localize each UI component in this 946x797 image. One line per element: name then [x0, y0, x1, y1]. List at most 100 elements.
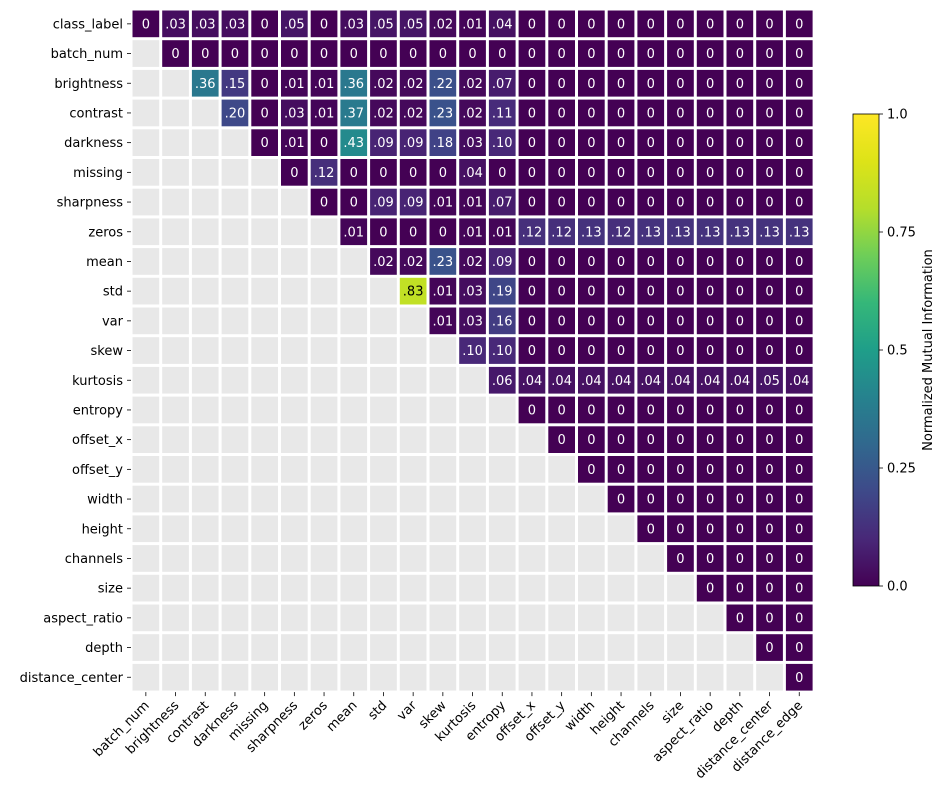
empty-cell	[251, 545, 278, 572]
heatmap-cell	[637, 396, 665, 424]
empty-cell	[488, 604, 516, 632]
cell-value-label: 0	[498, 166, 506, 181]
heatmap-cell	[667, 188, 694, 216]
heatmap-cell	[607, 248, 635, 275]
empty-cell	[459, 515, 486, 543]
row-label: darkness	[64, 136, 123, 151]
heatmap-cell	[756, 515, 783, 543]
heatmap-cell	[429, 277, 457, 305]
empty-cell	[162, 426, 189, 453]
empty-cell	[251, 337, 278, 364]
empty-cell	[637, 604, 665, 632]
heatmap-cell	[340, 99, 368, 127]
heatmap-cell	[696, 485, 724, 513]
empty-cell	[399, 663, 427, 691]
heatmap-cell	[785, 40, 813, 67]
empty-cell	[251, 426, 278, 453]
heatmap-cell	[221, 69, 249, 97]
empty-cell	[162, 337, 189, 364]
heatmap-cell	[756, 10, 783, 38]
heatmap-cell	[429, 159, 457, 186]
colorbar-tick-label: 0.5	[887, 344, 908, 359]
cell-value-label: 0	[647, 255, 655, 270]
cell-value-label: 0	[706, 463, 714, 478]
cell-value-label: 0	[706, 285, 714, 300]
empty-cell	[340, 396, 368, 424]
heatmap-cell	[548, 277, 575, 305]
heatmap-cell	[370, 159, 397, 186]
cell-value-label: 0	[795, 493, 803, 508]
empty-cell	[281, 485, 308, 513]
heatmap-cell	[310, 10, 338, 38]
empty-cell	[459, 574, 486, 602]
empty-cell	[162, 69, 189, 97]
empty-cell	[191, 307, 219, 335]
heatmap-cell	[785, 545, 813, 572]
cell-value-label: 0	[647, 77, 655, 92]
empty-cell	[281, 604, 308, 632]
cell-value-label: 0	[706, 582, 714, 597]
cell-value-label: 0	[647, 285, 655, 300]
cell-value-label: .05	[759, 374, 780, 389]
heatmap-cell	[637, 456, 665, 483]
empty-cell	[399, 485, 427, 513]
cell-value-label: 0	[528, 403, 536, 418]
empty-cell	[340, 663, 368, 691]
heatmap-cell	[667, 129, 694, 156]
heatmap-cell	[667, 40, 694, 67]
cell-value-label: .04	[581, 374, 602, 389]
empty-cell	[399, 396, 427, 424]
cell-value-label: 0	[320, 136, 328, 151]
heatmap-cell	[429, 10, 457, 38]
heatmap-cell	[756, 218, 783, 246]
cell-value-label: 0	[617, 17, 625, 32]
heatmap-cell	[726, 604, 754, 632]
heatmap-cell	[281, 129, 308, 156]
cell-value-label: 0	[617, 47, 625, 62]
cell-value-label: 0	[706, 314, 714, 329]
empty-cell	[251, 218, 278, 246]
empty-cell	[132, 159, 160, 186]
heatmap-cell	[399, 277, 427, 305]
row-label: aspect_ratio	[43, 611, 123, 626]
empty-cell	[548, 634, 575, 661]
colorbar-tick-label: 0.75	[887, 226, 916, 241]
cell-value-label: 0	[736, 582, 744, 597]
heatmap-cell	[667, 366, 694, 394]
empty-cell	[488, 396, 516, 424]
cell-value-label: .02	[433, 17, 454, 32]
empty-cell	[548, 545, 575, 572]
cell-value-label: 0	[706, 136, 714, 151]
heatmap-cell	[756, 456, 783, 483]
empty-cell	[251, 159, 278, 186]
heatmap-cell	[399, 129, 427, 156]
empty-cell	[132, 456, 160, 483]
cell-value-label: 0	[765, 403, 773, 418]
cell-value-label: 0	[795, 552, 803, 567]
heatmap-cell	[607, 337, 635, 364]
heatmap-cell	[191, 10, 219, 38]
heatmap-cell	[726, 10, 754, 38]
cell-value-label: 0	[765, 77, 773, 92]
empty-cell	[399, 545, 427, 572]
heatmap-cell	[785, 634, 813, 661]
cell-value-label: .09	[373, 136, 394, 151]
empty-cell	[132, 188, 160, 216]
empty-cell	[429, 634, 457, 661]
cell-value-label: .03	[225, 17, 246, 32]
heatmap-cell	[696, 456, 724, 483]
cell-value-label: .04	[670, 374, 691, 389]
empty-cell	[162, 99, 189, 127]
cell-value-label: 0	[765, 166, 773, 181]
heatmap-cell	[696, 545, 724, 572]
empty-cell	[162, 456, 189, 483]
empty-cell	[162, 277, 189, 305]
empty-cell	[488, 515, 516, 543]
heatmap-cell	[756, 277, 783, 305]
empty-cell	[370, 396, 397, 424]
cell-value-label: .09	[403, 136, 424, 151]
colorbar: 0.0 0.25 0.5 0.75 1.0 Normalized Mutual Info…	[852, 108, 936, 595]
cell-value-label: 0	[558, 47, 566, 62]
empty-cell	[281, 307, 308, 335]
